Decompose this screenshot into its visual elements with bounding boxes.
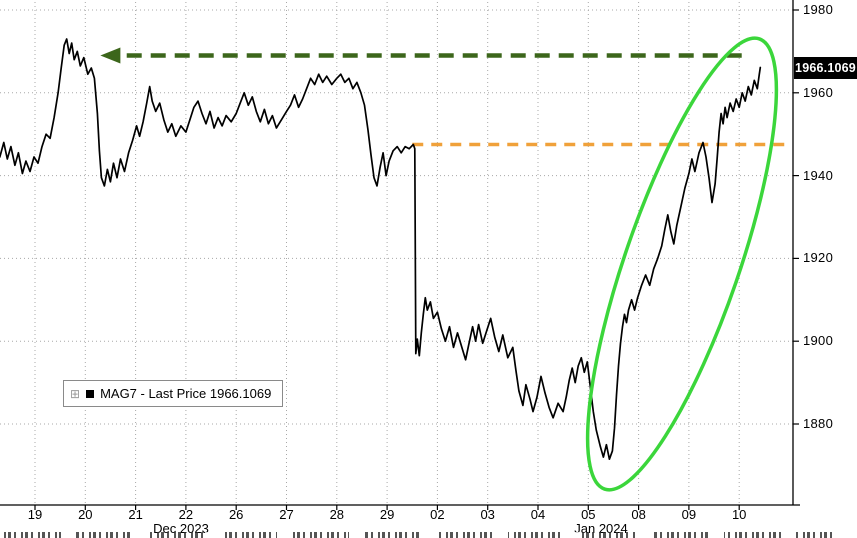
x-tick-label: 22 bbox=[178, 507, 194, 522]
x-tick-label: 19 bbox=[27, 507, 43, 522]
y-tick-label: 1980 bbox=[803, 2, 834, 17]
x-tick-label: 09 bbox=[681, 507, 697, 522]
x-tick-label: 02 bbox=[430, 507, 445, 522]
y-tick-label: 1920 bbox=[803, 250, 834, 266]
x-tick-label: 28 bbox=[329, 507, 345, 522]
x-tick-label: 05 bbox=[581, 507, 596, 522]
green-highlight-ellipse bbox=[585, 36, 779, 492]
x-tick-label: 10 bbox=[731, 507, 747, 522]
y-tick-label: 1880 bbox=[803, 416, 834, 431]
x-tick-label: 08 bbox=[631, 507, 646, 522]
x-tick-label: 29 bbox=[379, 507, 395, 522]
y-tick-label: 1900 bbox=[803, 333, 834, 349]
y-tick-label: 1940 bbox=[803, 167, 834, 183]
green-arrow-head-icon bbox=[100, 47, 121, 64]
clipped-footer-text bbox=[4, 532, 832, 538]
x-tick-label: 03 bbox=[480, 507, 495, 522]
x-tick-label: 27 bbox=[279, 507, 294, 522]
legend-series-label: MAG7 - Last Price 1966.1069 bbox=[100, 386, 272, 401]
last-price-badge: 1966.1069 bbox=[794, 56, 857, 79]
legend-expand-icon[interactable]: ⊞ bbox=[70, 386, 81, 401]
price-line bbox=[0, 38, 762, 461]
x-tick-label: 26 bbox=[228, 507, 244, 522]
y-tick-label: 1960 bbox=[803, 84, 834, 100]
x-tick-label: 21 bbox=[128, 507, 143, 522]
series-marker-icon bbox=[86, 389, 95, 398]
x-tick-label: 20 bbox=[78, 507, 93, 522]
legend-box[interactable]: ⊞ MAG7 - Last Price 1966.1069 bbox=[63, 380, 284, 407]
x-tick-label: 04 bbox=[530, 507, 546, 522]
